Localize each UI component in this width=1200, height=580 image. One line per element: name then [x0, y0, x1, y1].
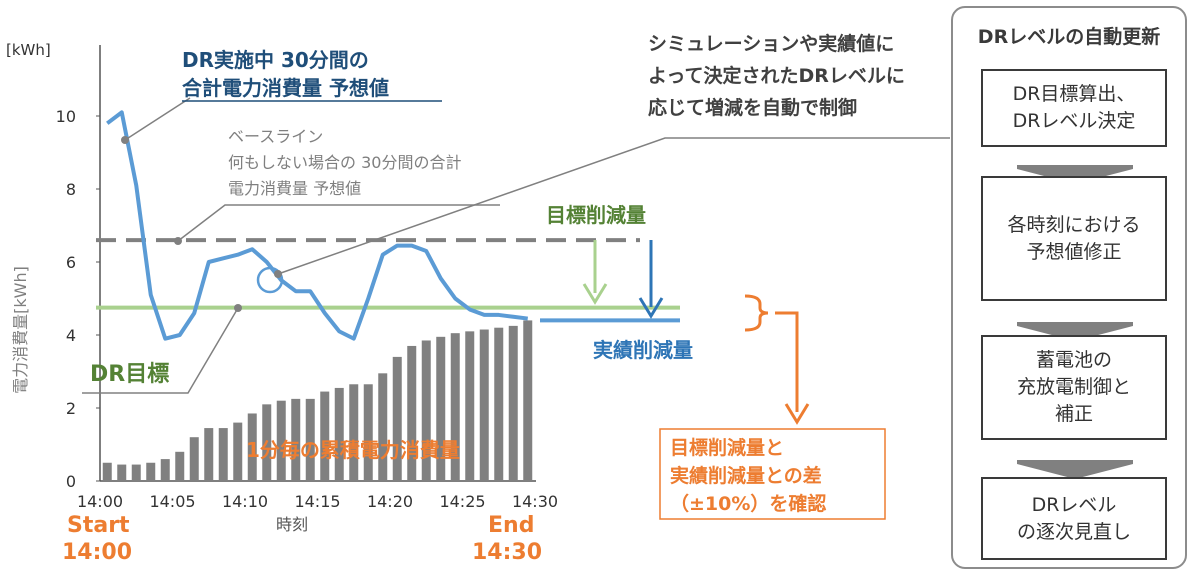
y-tick-label: 6	[66, 253, 76, 272]
baseline-leader	[177, 204, 500, 242]
y-tick-label: 4	[66, 326, 76, 345]
flow-title: DRレベルの自動更新	[977, 26, 1161, 48]
x-tick-label: 14:05	[149, 492, 195, 511]
cumulative-bar	[146, 462, 156, 481]
baseline-label: ベースライン何もしない場合の 30分間の合計電力消費量 予想値	[228, 127, 461, 198]
cumulative-bar	[508, 325, 518, 481]
x-ticks: 14:00 14:05 14:10 14:15 14:20 14:25 14:30	[77, 492, 558, 511]
baseline-label-line: 何もしない場合の 30分間の合計	[228, 153, 461, 172]
cumulative-bar	[320, 391, 330, 481]
cumulative-bar	[363, 384, 373, 481]
difference-box-line: （±10%）を確認	[670, 492, 826, 515]
end-label: End	[488, 513, 534, 538]
cumulative-bar	[392, 356, 402, 481]
forecast-marker	[121, 136, 129, 144]
x-tick-label: 14:10	[222, 492, 268, 511]
y-ticks: 0 2 4 6 8 10	[56, 107, 100, 491]
y-tick-label: 2	[66, 399, 76, 418]
difference-box-text: 目標削減量と実績削減量との差 （±10%）を確認	[670, 436, 826, 515]
cumulative-bar	[204, 428, 214, 481]
dr-target-label: DR目標	[90, 362, 169, 387]
y-tick-label: 10	[56, 107, 76, 126]
flow-step-level-review: DRレベル の逐次見直し	[981, 477, 1167, 560]
cumulative-bar	[378, 373, 388, 481]
x-tick-label: 14:15	[294, 492, 340, 511]
flow-arrow-3	[1017, 460, 1133, 479]
x-tick-label: 14:25	[439, 492, 485, 511]
difference-box-line: 目標削減量と	[670, 436, 784, 459]
control-note-line: 応じて増減を自動で制御	[648, 96, 857, 119]
control-note: シミュレーションや実績値によって決定されたDRレベルに応じて増減を自動で制御	[648, 32, 905, 119]
cumulative-bar	[291, 398, 301, 481]
difference-box	[659, 428, 886, 520]
control-highlight-circle	[256, 266, 284, 294]
cumulative-bar	[175, 451, 185, 481]
cumulative-bar	[523, 320, 533, 481]
cumulative-bar	[479, 329, 489, 481]
cumulative-bar	[102, 462, 112, 481]
cumulative-bar	[349, 384, 359, 481]
target-reduction-arrowhead	[582, 283, 608, 305]
dr-level-auto-update-panel: DRレベルの自動更新 DR目標算出、 DRレベル決定 各時刻における 予想値修正…	[951, 6, 1187, 569]
cumulative-bar	[189, 437, 199, 481]
cumulative-bar	[465, 331, 475, 481]
y-axis-label: 電力消費量[kWh]	[11, 266, 30, 394]
forecast-title-line1: DR実施中 30分間の	[182, 48, 369, 72]
control-leader	[277, 137, 950, 275]
cumulative-bar	[334, 387, 344, 481]
cumulative-bar	[305, 398, 315, 481]
actual-reduction-label: 実績削減量	[593, 338, 693, 362]
target-leader	[82, 307, 239, 394]
cumulative-bar	[160, 459, 170, 481]
cumulative-bar	[218, 428, 228, 481]
start-label: Start	[67, 513, 130, 538]
bars-label: 1分毎の累積電力消費量	[246, 438, 460, 462]
cumulative-bar	[247, 413, 257, 481]
x-tick-label: 14:30	[512, 492, 558, 511]
cumulative-bar	[407, 345, 417, 481]
cumulative-bars	[102, 320, 533, 481]
y-unit-label: [kWh]	[6, 41, 51, 59]
baseline-label-line: 電力消費量 予想値	[228, 179, 361, 198]
flow-step-target-calc: DR目標算出、 DRレベル決定	[981, 69, 1167, 147]
cumulative-bar	[436, 336, 446, 481]
forecast-leader	[124, 97, 191, 141]
cumulative-bar	[450, 333, 460, 481]
end-time: 14:30	[472, 540, 542, 565]
y-tick-label: 8	[66, 180, 76, 199]
x-axis-label: 時刻	[276, 515, 308, 534]
flow-step-forecast-correction: 各時刻における 予想値修正	[981, 176, 1167, 301]
baseline-label-line: ベースライン	[228, 127, 323, 146]
difference-brace	[744, 294, 769, 332]
control-note-line: よって決定されたDRレベルに	[648, 64, 905, 87]
target-marker	[234, 304, 242, 312]
flow-step-battery-control: 蓄電池の 充放電制御と 補正	[981, 335, 1167, 440]
forecast-title-line2: 合計電力消費量 予想値	[182, 76, 389, 100]
cumulative-bar	[262, 404, 272, 481]
difference-box-line: 実績削減量との差	[670, 464, 822, 487]
x-tick-label: 14:20	[367, 492, 413, 511]
control-note-line: シミュレーションや実績値に	[648, 32, 894, 55]
cumulative-bar	[421, 340, 431, 481]
cumulative-bar	[117, 464, 127, 481]
actual-reduction-arrowhead	[638, 297, 664, 319]
target-reduction-label: 目標削減量	[546, 203, 646, 227]
cumulative-bar	[276, 400, 286, 481]
y-tick-label: 0	[66, 472, 76, 491]
start-time: 14:00	[62, 540, 132, 565]
difference-arrowhead	[784, 403, 810, 425]
difference-arrow-line	[775, 311, 799, 412]
forecast-line	[106, 110, 528, 341]
cumulative-bar	[233, 422, 243, 481]
cumulative-bar	[131, 464, 141, 481]
x-tick-label: 14:00	[77, 492, 123, 511]
baseline-marker	[174, 237, 182, 245]
cumulative-bar	[494, 327, 504, 481]
